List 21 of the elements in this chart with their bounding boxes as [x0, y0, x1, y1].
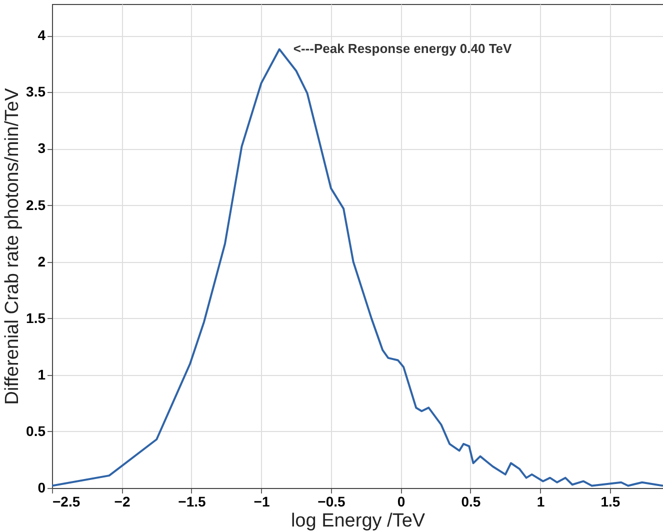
y-tick-label: 0.5 [26, 422, 46, 439]
x-tick-label: 1 [536, 494, 545, 510]
x-tick-label: −2 [114, 494, 130, 510]
x-tick-label: 1.5 [600, 494, 620, 510]
x-axis-title: log Energy /TeV [290, 510, 426, 532]
x-tick-label: −2.5 [52, 494, 80, 510]
y-axis-title: Differenial Crab rate photons/min/TeV [2, 88, 24, 405]
y-tick-label: 2.5 [26, 196, 46, 213]
x-tick-label: 0.5 [461, 494, 481, 510]
y-tick-label: 1 [38, 366, 46, 382]
y-tick-label: 0 [38, 480, 46, 496]
y-tick-label: 3.5 [26, 84, 46, 100]
x-tick-label: −1.5 [178, 494, 206, 510]
y-tick-label: 4 [38, 27, 46, 44]
y-tick-label: 1.5 [26, 310, 46, 326]
annotation: <---Peak Response energy 0.40 TeV [293, 41, 512, 56]
x-tick-label: −0.5 [318, 494, 346, 510]
y-tick-label: 2 [38, 253, 46, 270]
x-tick-label: 0 [397, 494, 406, 510]
x-tick-label: −1 [254, 494, 270, 510]
y-tick-label: 3 [38, 140, 46, 156]
